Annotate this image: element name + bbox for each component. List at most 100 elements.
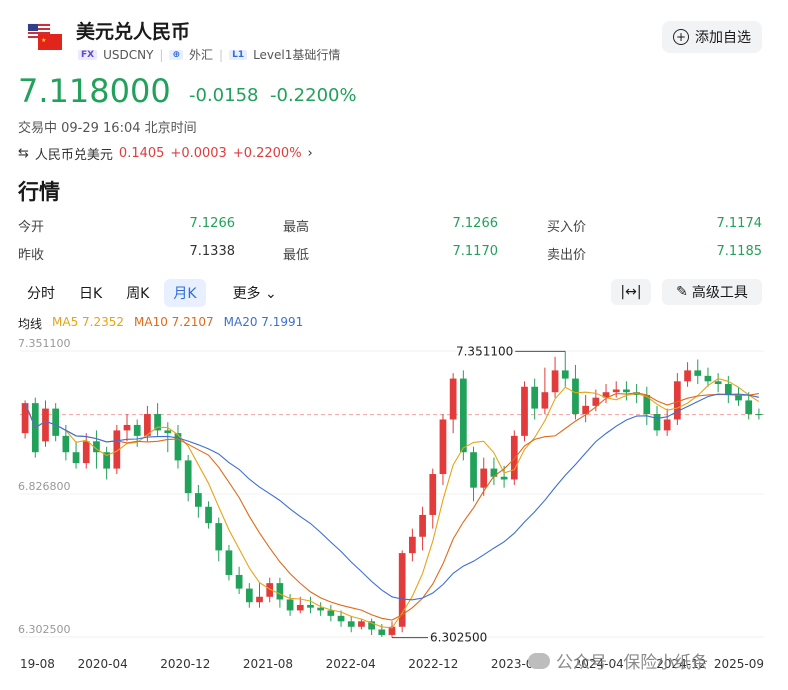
x-tick-label: 2021-08 <box>243 657 293 671</box>
ma-title: 均线 <box>18 317 43 331</box>
x-tick-label: 2022-12 <box>408 657 458 671</box>
bid-value: 7.1174 <box>716 216 763 231</box>
candle-body <box>358 621 365 627</box>
candle-body <box>154 414 161 431</box>
candle-body <box>643 394 651 415</box>
candle-body <box>470 452 477 488</box>
candle-body <box>72 452 80 464</box>
candle-body <box>133 424 141 436</box>
inverse-price: 0.1405 <box>118 146 165 161</box>
x-tick-label: 2020-12 <box>160 657 210 671</box>
chevron-right-icon: › <box>307 146 313 161</box>
candle-body <box>164 430 172 434</box>
candle-body <box>113 430 121 469</box>
candle-body <box>194 493 202 507</box>
candle-body <box>62 435 70 453</box>
draw-tool-icon: ✎ <box>676 284 688 300</box>
candle-body <box>745 400 753 415</box>
candle-body <box>378 629 386 635</box>
open-label: 今开 <box>18 220 45 235</box>
prev-close-label: 昨收 <box>18 248 45 263</box>
tab-monthly[interactable]: 月K <box>164 279 206 307</box>
section-title: 行情 <box>18 180 60 204</box>
candle-body <box>735 394 742 401</box>
candle-body <box>286 599 294 611</box>
tab-more-label: 更多 <box>232 286 261 302</box>
level-tag: L1 <box>229 49 248 60</box>
tab-daily[interactable]: 日K <box>79 286 103 302</box>
x-tick-label: 2022-04 <box>326 657 376 671</box>
candle-body <box>602 392 610 398</box>
chevron-down-icon: ⌄ <box>260 286 277 302</box>
level-text: Level1基础行情 <box>253 48 341 62</box>
price-change: -0.0158 <box>189 85 259 106</box>
fit-width-button[interactable]: |↔| <box>611 279 651 305</box>
tab-intraday[interactable]: 分时 <box>27 286 55 302</box>
symbol: USDCNY <box>103 47 154 62</box>
x-tick-label: 19-08 <box>20 657 55 671</box>
candle-body <box>327 610 335 616</box>
advanced-tools-label: 高级工具 <box>691 285 748 301</box>
x-tick-label: 2020-04 <box>78 657 128 671</box>
period-tabs: 分时 日K 周K 月K 更多 ⌄ <box>18 279 286 307</box>
candle-body <box>307 604 314 608</box>
candle-body <box>409 536 416 554</box>
ma10-line <box>24 392 759 621</box>
ma10-label: MA10 7.2107 <box>134 315 214 329</box>
open-value: 7.1266 <box>189 216 236 231</box>
candle-body <box>296 604 304 611</box>
candle-body <box>551 370 559 393</box>
candle-body <box>459 378 467 453</box>
globe-icon: ⊕ <box>169 49 184 60</box>
y-tick-label: 7.351100 <box>18 337 71 350</box>
candle-body <box>21 403 29 434</box>
page-title: 美元兑人民币 <box>76 21 191 43</box>
bid-label: 买入价 <box>547 220 587 235</box>
candle-body <box>572 378 579 415</box>
ma20-line <box>24 393 760 601</box>
tab-more[interactable]: 更多 ⌄ <box>224 279 286 307</box>
candle-body <box>531 386 539 409</box>
add-watchlist-button[interactable]: + 添加自选 <box>662 21 762 53</box>
y-tick-label: 6.302500 <box>18 623 71 636</box>
symbol-row: FX USDCNY | ⊕ 外汇 | L1 Level1基础行情 <box>78 46 340 63</box>
prev-close-value: 7.1338 <box>189 244 236 259</box>
candle-body <box>500 476 508 480</box>
watermark: 公众号 · 保险小纸条 <box>528 648 708 673</box>
expand-horizontal-icon: |↔| <box>620 284 642 300</box>
candle-body <box>612 389 620 393</box>
candle-body <box>174 433 182 461</box>
swap-icon: ⇆ <box>18 146 29 161</box>
candle-body <box>256 596 263 603</box>
candle-body <box>561 370 569 379</box>
trading-status: 交易中 09-29 16:04 北京时间 <box>18 121 197 136</box>
tab-weekly[interactable]: 周K <box>126 286 150 302</box>
price-change-pct: -0.2200% <box>270 85 357 106</box>
us-cn-flag-icon: ★ <box>27 23 62 50</box>
inverse-change: +0.0003 <box>170 146 227 161</box>
candle-body <box>225 550 233 575</box>
candle-body <box>714 381 722 385</box>
low-label: 最低 <box>283 248 310 263</box>
candle-body <box>592 397 600 406</box>
candle-body <box>663 419 671 431</box>
candle-body <box>490 468 498 477</box>
candle-body <box>755 414 763 416</box>
candle-body <box>184 460 192 494</box>
wechat-icon <box>528 652 550 669</box>
candle-body <box>419 514 426 537</box>
inverse-quote-link[interactable]: ⇆ 人民币兑美元 0.1405 +0.0003 +0.2200% › <box>18 144 313 163</box>
candle-body <box>337 615 345 622</box>
candle-body <box>541 392 549 409</box>
candle-body <box>398 553 406 627</box>
candle-body <box>144 414 151 436</box>
advanced-tools-button[interactable]: ✎ 高级工具 <box>662 279 762 305</box>
market-label: 外汇 <box>189 48 214 62</box>
candle-body <box>93 441 100 453</box>
candle-body <box>449 378 457 420</box>
candle-body <box>368 621 375 630</box>
watermark-text: 公众号 · 保险小纸条 <box>556 653 709 673</box>
candlestick-chart[interactable]: 7.351100 6.826800 6.302500 7.351100 6.302500… <box>0 335 788 690</box>
candle-body <box>388 626 396 635</box>
low-value: 7.1170 <box>452 244 499 259</box>
